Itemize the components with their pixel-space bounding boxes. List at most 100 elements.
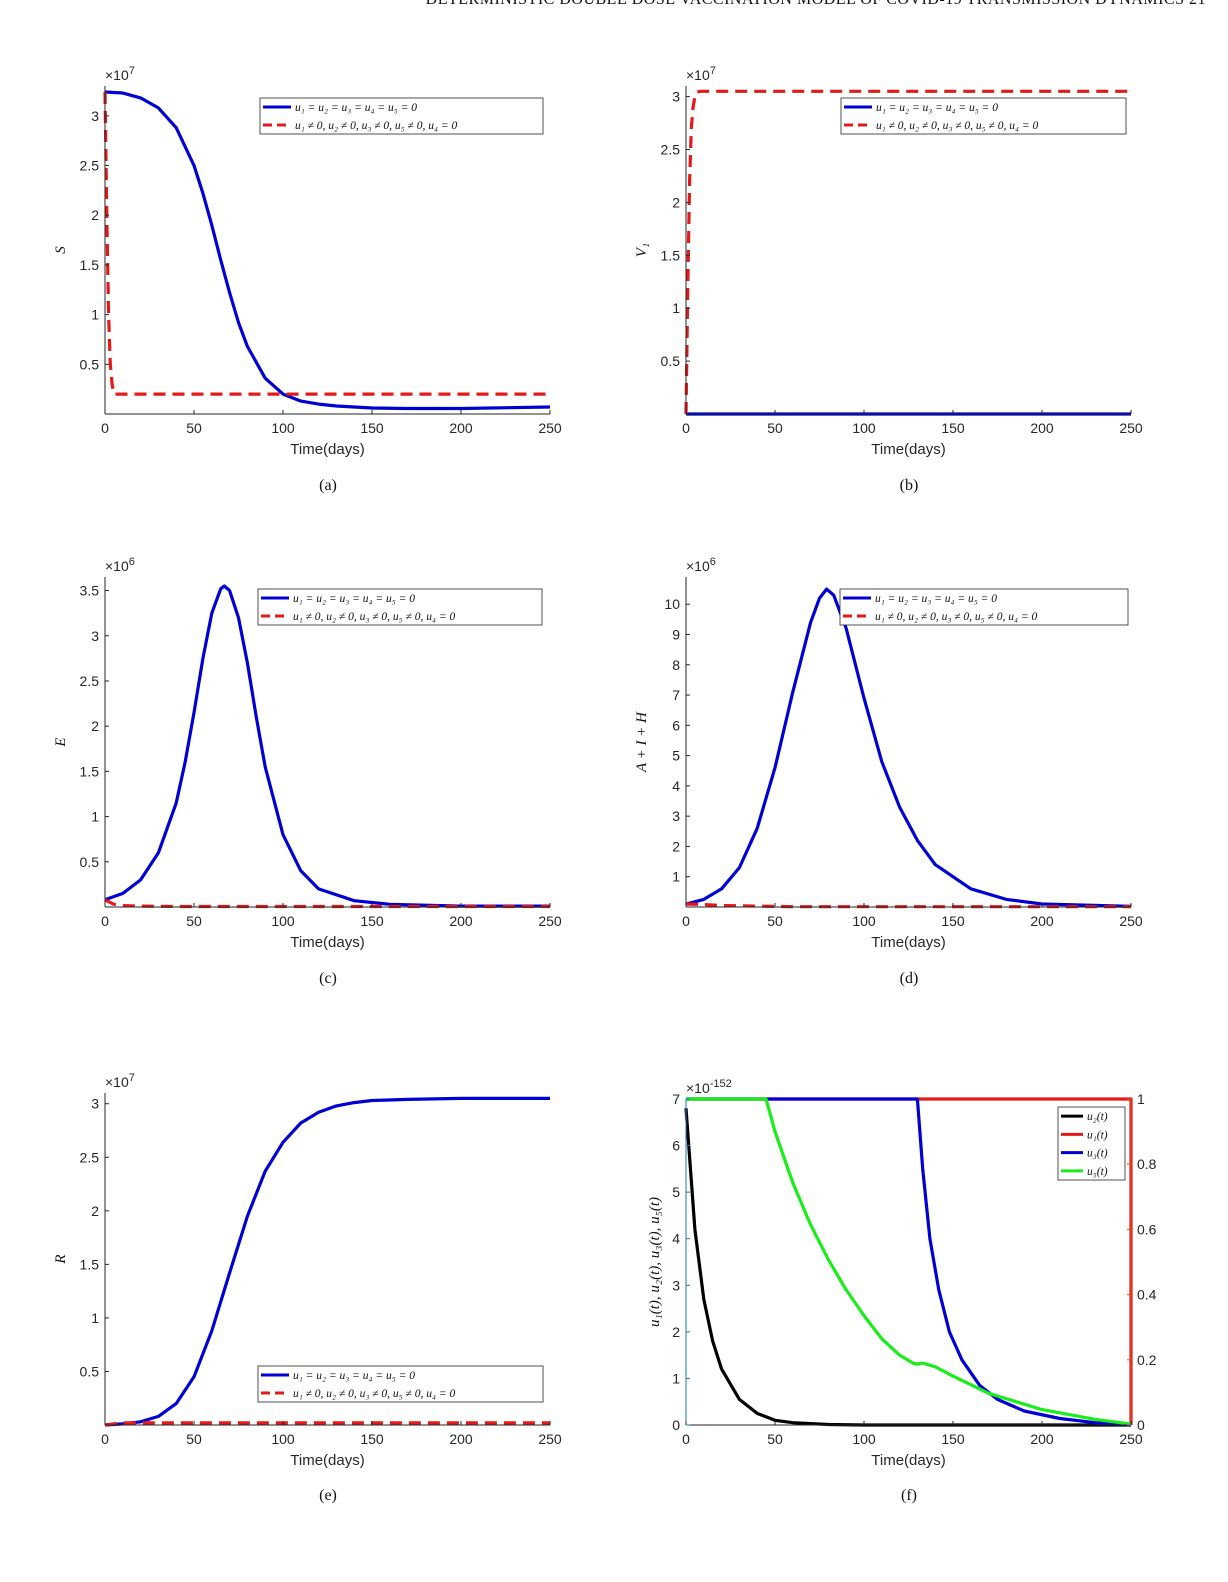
- x-tick-label: 50: [186, 420, 202, 436]
- chart-panel-a: 0 50 100 150 200 250 0.5 1 1.5 2 2.5 3 ×107 Time(days…: [53, 65, 562, 494]
- y-tick-label: 2.5: [661, 141, 681, 157]
- x-axis-label: Time(days): [290, 934, 364, 951]
- y-tick-label: 1: [672, 1370, 680, 1386]
- y-tick-label: 1: [91, 307, 99, 323]
- y-tick-label: 3: [91, 1096, 99, 1112]
- axis-exponent-power: 7: [129, 1072, 135, 1084]
- y-tick-label: 6: [672, 1138, 680, 1154]
- axis-exponent: ×10-152: [686, 1078, 732, 1096]
- y-tick-label: 2: [91, 1203, 99, 1219]
- x-axis-label: Time(days): [871, 1452, 945, 1469]
- legend-label: u₁ ≠ 0, u₂ ≠ 0, u₃ ≠ 0, u₅ ≠ 0, u₄ = 0: [293, 611, 455, 623]
- y-tick-label: 2: [672, 194, 680, 210]
- y-right-tick-label: 0: [1137, 1417, 1145, 1433]
- x-tick-label: 200: [1030, 913, 1054, 929]
- axis-exponent-power: 7: [129, 65, 135, 77]
- x-tick-label: 250: [538, 420, 562, 436]
- y-tick-label: 2.5: [80, 673, 100, 689]
- series-line-4: [686, 1097, 1132, 1426]
- y-tick-label: 1.5: [661, 247, 681, 263]
- x-tick-label: 200: [449, 1431, 473, 1447]
- legend: u₁ = u₂ = u₃ = u₄ = u₅ = 0 u₁ ≠ 0, u₂ ≠ 0…: [257, 1365, 544, 1403]
- y-tick-label: 5: [672, 748, 680, 764]
- y-tick-label: 8: [672, 657, 680, 673]
- x-tick-label: 100: [852, 420, 876, 436]
- series-group: [685, 587, 1132, 909]
- series-line-1: [104, 584, 550, 908]
- y-tick-label: 9: [672, 627, 680, 643]
- panel-caption: (a): [319, 477, 337, 494]
- panel-caption: (c): [319, 970, 337, 987]
- x-tick-label: 50: [767, 420, 783, 436]
- x-tick-label: 0: [682, 420, 690, 436]
- axis-exponent: ×107: [105, 65, 135, 83]
- x-tick-label: 200: [1030, 420, 1054, 436]
- y-tick-label: 7: [672, 1091, 680, 1107]
- x-tick-label: 0: [101, 420, 109, 436]
- legend: u₁ = u₂ = u₃ = u₄ = u₅ = 0 u₁ ≠ 0, u₂ ≠ 0…: [259, 97, 544, 135]
- y-tick-label: 5: [672, 1184, 680, 1200]
- y-right-tick-label: 0.2: [1137, 1352, 1157, 1368]
- y-tick-label: 10: [664, 596, 680, 612]
- y-tick-label: 1.5: [80, 1256, 100, 1272]
- legend: u₂(t) u₁(t) u₃(t) u₅(t): [1057, 1106, 1126, 1181]
- series-line-3: [686, 1097, 1132, 1427]
- series-line-2: [684, 89, 1131, 415]
- axis-exponent-power: 7: [710, 65, 716, 77]
- series-line-2: [104, 1421, 550, 1427]
- running-header-text: DETERMINISTIC DOUBLE DOSE VACCINATION MO…: [426, 0, 1206, 9]
- x-tick-label: 200: [1030, 1431, 1054, 1447]
- legend-label: u₁ ≠ 0, u₂ ≠ 0, u₃ ≠ 0, u₅ ≠ 0, u₄ = 0: [295, 120, 457, 132]
- axis-exponent-power: 6: [710, 556, 716, 568]
- x-tick-label: 100: [271, 913, 295, 929]
- y-tick-label: 6: [672, 717, 680, 733]
- y-axis-label: S: [53, 246, 69, 254]
- panel-caption: (b): [900, 477, 919, 494]
- running-header: DETERMINISTIC DOUBLE DOSE VACCINATION MO…: [0, 0, 1228, 16]
- chart-panel-f: 0 50 100 150 200 2500123456700.20.40.60.81×10…: [647, 1078, 1157, 1504]
- y-tick-label: 1: [672, 300, 680, 316]
- y-axis-label: A + I + H: [634, 711, 650, 773]
- x-tick-label: 100: [852, 1431, 876, 1447]
- panel-caption: (f): [901, 1487, 917, 1504]
- legend-label: u₁ = u₂ = u₃ = u₄ = u₅ = 0: [876, 102, 998, 114]
- series-group: [684, 89, 1131, 416]
- y-tick-label: 1: [672, 869, 680, 885]
- y-axis-label: u₁(t), u₂(t), u₃(t), u₅(t): [647, 1197, 663, 1327]
- legend-label: u₁ = u₂ = u₃ = u₄ = u₅ = 0: [293, 593, 415, 605]
- axis-exponent: ×106: [686, 556, 716, 574]
- axis-exponent: ×107: [105, 1072, 135, 1090]
- x-tick-label: 250: [1119, 1431, 1143, 1447]
- axis-exponent: ×107: [686, 65, 716, 83]
- legend-label: u₁(t): [1087, 1129, 1108, 1141]
- y-tick-label: 1: [91, 1310, 99, 1326]
- y-tick-label: 7: [672, 687, 680, 703]
- x-axis-label: Time(days): [871, 934, 945, 951]
- axis-exponent-power: 6: [129, 556, 135, 568]
- y-tick-label: 3: [672, 808, 680, 824]
- x-tick-label: 100: [271, 1431, 295, 1447]
- y-axis-label: R: [53, 1254, 69, 1264]
- chart-panel-d: 0 50 100 150 200 250 1 2 3 4 5 6 7 8 9 10 ×106 Time(days)…: [634, 556, 1143, 987]
- y-tick-label: 4: [672, 778, 680, 794]
- y-tick-label: 2.5: [80, 1149, 100, 1165]
- x-tick-label: 50: [186, 913, 202, 929]
- x-tick-label: 100: [852, 913, 876, 929]
- series-line-1: [685, 587, 1132, 908]
- series-group: [104, 584, 550, 909]
- x-tick-label: 150: [360, 1431, 384, 1447]
- axis-exponent: ×106: [105, 556, 135, 574]
- x-tick-label: 100: [271, 420, 295, 436]
- chart-panel-b: 0 50 100 150 200 250 0.5 1 1.5 2 2.5 3 ×107 Time(days…: [634, 65, 1143, 494]
- x-axis-label: Time(days): [871, 441, 945, 458]
- legend-label: u₁ ≠ 0, u₂ ≠ 0, u₃ ≠ 0, u₅ ≠ 0, u₄ = 0: [293, 1388, 455, 1400]
- chart-panel-c: 0 50 100 150 200 250 0.5 1 1.5 2 2.5 3 3.5 ×106 Time(d…: [53, 556, 562, 987]
- legend-label: u₁ = u₂ = u₃ = u₄ = u₅ = 0: [295, 102, 417, 114]
- x-tick-label: 150: [941, 420, 965, 436]
- series-line-1: [104, 90, 551, 411]
- x-tick-label: 250: [538, 913, 562, 929]
- x-tick-label: 200: [449, 913, 473, 929]
- y-tick-label: 1.5: [80, 763, 100, 779]
- x-tick-label: 150: [360, 420, 384, 436]
- panel-caption: (d): [900, 970, 919, 987]
